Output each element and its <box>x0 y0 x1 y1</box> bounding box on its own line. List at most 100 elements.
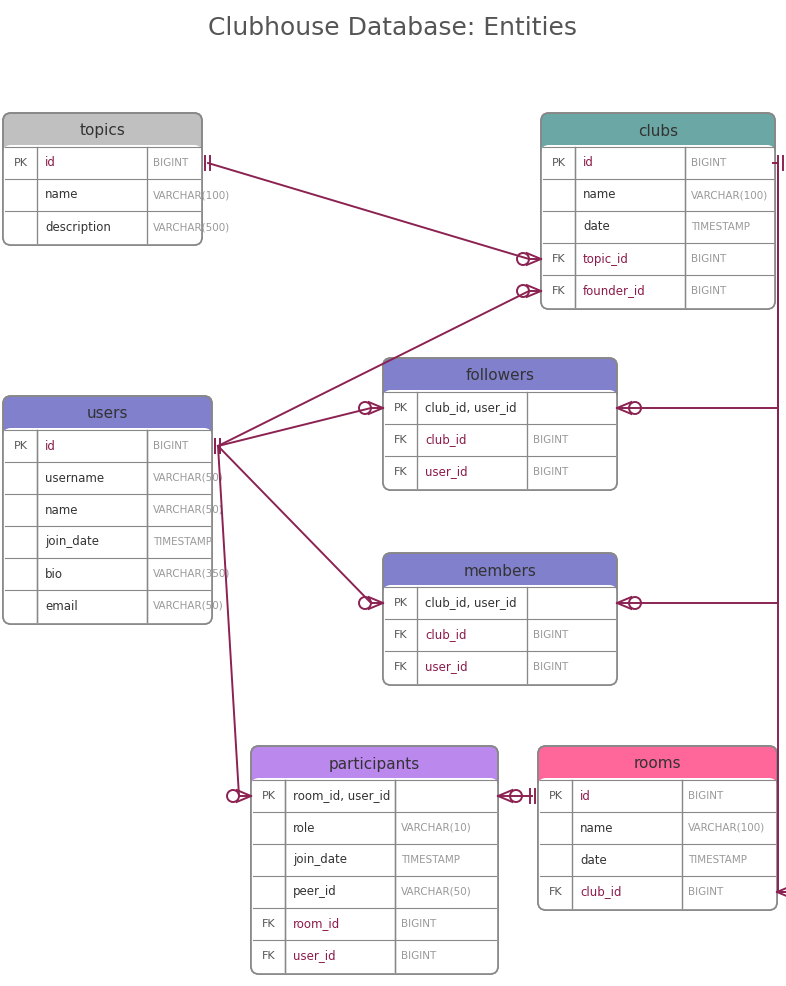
Text: BIGINT: BIGINT <box>533 662 568 672</box>
Text: club_id, user_id: club_id, user_id <box>425 597 516 609</box>
Text: bio: bio <box>45 568 63 581</box>
Text: club_id, user_id: club_id, user_id <box>425 401 516 414</box>
Text: join_date: join_date <box>293 854 347 867</box>
FancyBboxPatch shape <box>251 746 498 974</box>
Text: VARCHAR(100): VARCHAR(100) <box>153 190 230 200</box>
Text: date: date <box>580 854 607 867</box>
Text: peer_id: peer_id <box>293 885 336 898</box>
Text: PK: PK <box>14 441 28 451</box>
Text: PK: PK <box>394 403 408 413</box>
Text: TIMESTAMP: TIMESTAMP <box>153 537 212 547</box>
Text: id: id <box>580 790 591 803</box>
FancyBboxPatch shape <box>3 396 212 624</box>
FancyBboxPatch shape <box>3 113 202 245</box>
Text: BIGINT: BIGINT <box>533 467 568 477</box>
Text: VARCHAR(50): VARCHAR(50) <box>153 505 224 515</box>
Text: BIGINT: BIGINT <box>688 887 723 897</box>
FancyBboxPatch shape <box>383 358 617 490</box>
Text: VARCHAR(500): VARCHAR(500) <box>153 222 230 232</box>
Text: BIGINT: BIGINT <box>691 254 726 264</box>
Text: TIMESTAMP: TIMESTAMP <box>688 855 747 865</box>
Text: room_id, user_id: room_id, user_id <box>293 790 391 803</box>
Bar <box>540 780 775 908</box>
Text: name: name <box>580 821 614 834</box>
Text: users: users <box>86 406 128 421</box>
Text: clubs: clubs <box>638 123 678 138</box>
Text: BIGINT: BIGINT <box>153 441 189 451</box>
FancyBboxPatch shape <box>383 585 617 685</box>
Text: FK: FK <box>553 286 566 296</box>
Text: BIGINT: BIGINT <box>688 791 723 801</box>
Text: TIMESTAMP: TIMESTAMP <box>401 855 460 865</box>
Text: role: role <box>293 821 315 834</box>
Text: BIGINT: BIGINT <box>401 951 436 961</box>
Text: FK: FK <box>395 435 408 445</box>
Text: user_id: user_id <box>425 465 468 478</box>
Text: FK: FK <box>395 467 408 477</box>
Text: name: name <box>45 504 79 517</box>
Text: topic_id: topic_id <box>583 252 629 265</box>
Text: id: id <box>45 157 56 170</box>
Text: followers: followers <box>465 369 534 384</box>
Text: id: id <box>583 157 594 170</box>
FancyBboxPatch shape <box>383 390 617 490</box>
Text: Clubhouse Database: Entities: Clubhouse Database: Entities <box>208 16 578 40</box>
Bar <box>543 147 773 307</box>
Text: VARCHAR(50): VARCHAR(50) <box>153 473 224 483</box>
Text: FK: FK <box>395 662 408 672</box>
FancyBboxPatch shape <box>538 778 777 910</box>
Text: BIGINT: BIGINT <box>533 435 568 445</box>
Bar <box>5 430 210 622</box>
Text: name: name <box>45 188 79 201</box>
Text: username: username <box>45 471 104 484</box>
Text: join_date: join_date <box>45 535 99 548</box>
Text: rooms: rooms <box>634 756 681 771</box>
Text: club_id: club_id <box>580 885 622 898</box>
Text: user_id: user_id <box>293 950 336 962</box>
Text: VARCHAR(100): VARCHAR(100) <box>691 190 768 200</box>
Text: description: description <box>45 221 111 234</box>
Text: participants: participants <box>329 756 421 771</box>
Text: VARCHAR(10): VARCHAR(10) <box>401 823 472 833</box>
Text: FK: FK <box>395 630 408 640</box>
Text: topics: topics <box>79 123 126 138</box>
Text: name: name <box>583 188 616 201</box>
FancyBboxPatch shape <box>541 113 775 309</box>
FancyBboxPatch shape <box>538 746 777 910</box>
Text: PK: PK <box>14 158 28 168</box>
Text: founder_id: founder_id <box>583 285 646 298</box>
Text: FK: FK <box>553 254 566 264</box>
Text: PK: PK <box>394 598 408 608</box>
Text: user_id: user_id <box>425 661 468 673</box>
FancyBboxPatch shape <box>383 553 617 685</box>
Text: club_id: club_id <box>425 434 467 447</box>
Text: email: email <box>45 599 78 612</box>
Bar <box>385 587 615 683</box>
Text: date: date <box>583 221 610 234</box>
Text: VARCHAR(50): VARCHAR(50) <box>401 887 472 897</box>
Bar <box>385 392 615 488</box>
Text: TIMESTAMP: TIMESTAMP <box>691 222 750 232</box>
Text: BIGINT: BIGINT <box>153 158 189 168</box>
Text: FK: FK <box>263 951 276 961</box>
Text: PK: PK <box>552 158 566 168</box>
Text: VARCHAR(50): VARCHAR(50) <box>153 601 224 611</box>
Bar <box>5 147 200 243</box>
Text: club_id: club_id <box>425 628 467 642</box>
Bar <box>253 780 496 972</box>
FancyBboxPatch shape <box>3 428 212 624</box>
Text: BIGINT: BIGINT <box>533 630 568 640</box>
Text: room_id: room_id <box>293 918 340 931</box>
FancyBboxPatch shape <box>251 778 498 974</box>
FancyBboxPatch shape <box>541 145 775 309</box>
FancyBboxPatch shape <box>3 145 202 245</box>
Text: BIGINT: BIGINT <box>401 919 436 929</box>
Text: PK: PK <box>549 791 563 801</box>
Text: id: id <box>45 440 56 453</box>
Text: PK: PK <box>262 791 276 801</box>
Text: BIGINT: BIGINT <box>691 158 726 168</box>
Text: members: members <box>464 564 536 579</box>
Text: FK: FK <box>263 919 276 929</box>
Text: BIGINT: BIGINT <box>691 286 726 296</box>
Text: FK: FK <box>549 887 563 897</box>
